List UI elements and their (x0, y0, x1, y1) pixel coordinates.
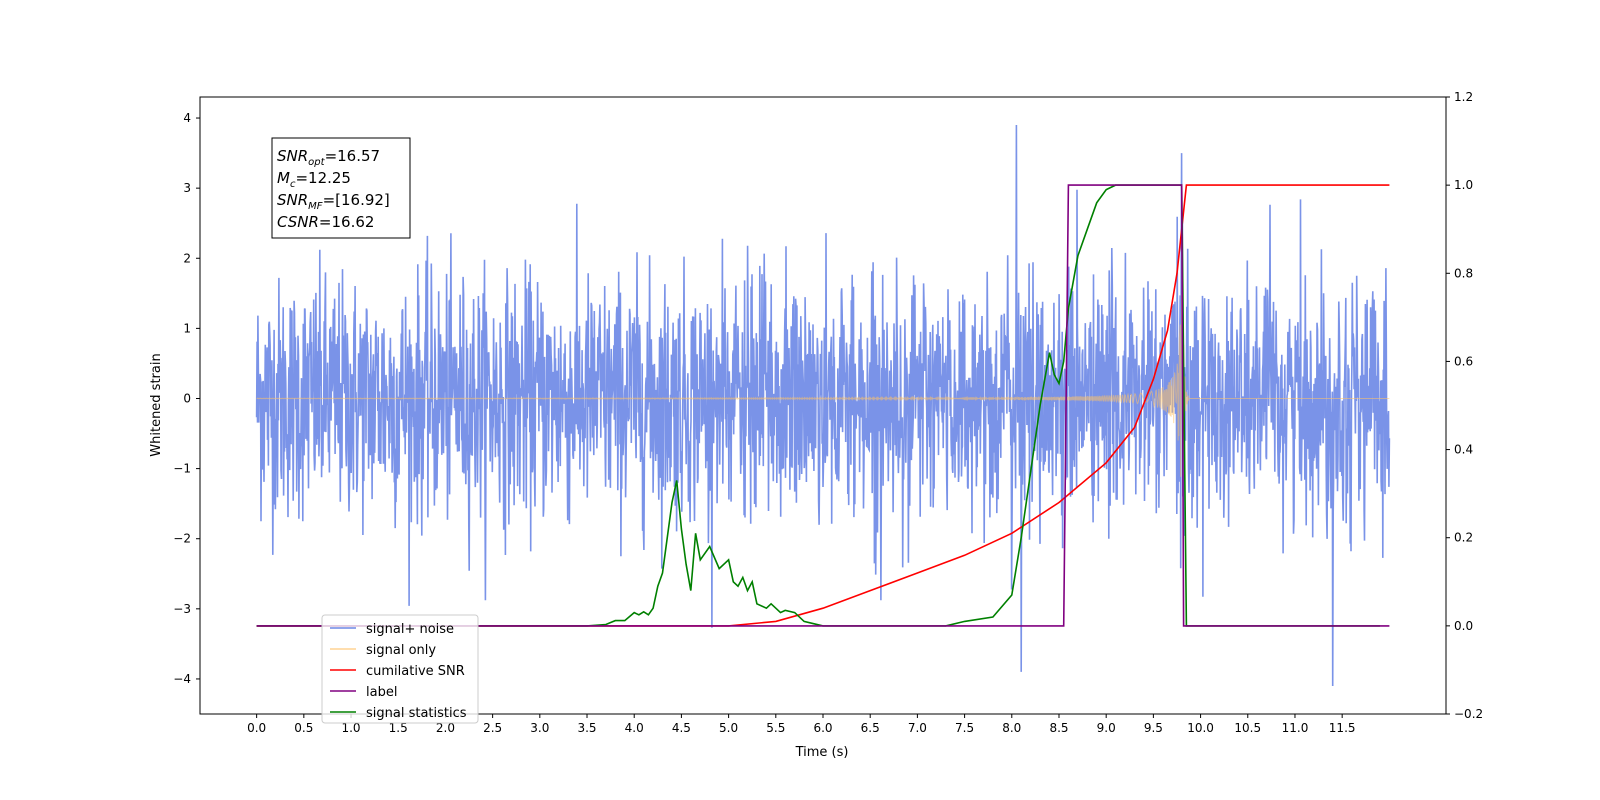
left-y-axis: −4 −3 −2 −1 0 1 2 3 4 (173, 111, 200, 686)
y2-tick-label: 0.4 (1454, 443, 1473, 457)
x-tick-label: 11.5 (1329, 721, 1356, 735)
y-tick-label: −2 (173, 532, 191, 546)
x-tick-label: 6.0 (813, 721, 832, 735)
y-tick-label: 1 (183, 321, 191, 335)
annotation-line: SNRopt=16.57 (277, 147, 380, 168)
x-axis-label: Time (s) (795, 745, 849, 760)
y2-tick-label: 1.2 (1454, 90, 1473, 104)
x-tick-label: 5.0 (719, 721, 738, 735)
y2-tick-label: −0.2 (1454, 707, 1483, 721)
y2-tick-label: 0.6 (1454, 354, 1473, 368)
x-tick-label: 9.5 (1144, 721, 1163, 735)
x-tick-label: 0.5 (294, 721, 313, 735)
y-tick-label: 2 (183, 251, 191, 265)
x-tick-label: 11.0 (1282, 721, 1309, 735)
x-tick-label: 6.5 (861, 721, 880, 735)
y2-tick-label: 1.0 (1454, 178, 1473, 192)
x-tick-label: 10.5 (1234, 721, 1261, 735)
x-tick-label: 4.5 (672, 721, 691, 735)
legend-entry: signal statistics (366, 706, 467, 721)
x-tick-label: 1.5 (389, 721, 408, 735)
x-tick-label: 8.0 (1002, 721, 1021, 735)
series-signal-only (256, 294, 1390, 477)
y-tick-label: 4 (183, 111, 191, 125)
x-tick-label: 0.0 (247, 721, 266, 735)
series-label (256, 184, 1390, 627)
annotation-box: SNRopt=16.57Mc=12.25SNRMF=[16.92]CSNR=16… (271, 137, 411, 239)
legend-entry: signal only (366, 643, 436, 658)
legend-entry: cumilative SNR (366, 664, 465, 679)
x-axis: 0.0 0.5 1.0 1.5 2.0 2.5 3.0 3.5 4.0 4.5 5.0 5.5 6.0 6… (247, 714, 1356, 735)
y-tick-label: 0 (183, 391, 191, 405)
y2-tick-label: 0.0 (1454, 619, 1473, 633)
y-tick-label: −3 (173, 602, 191, 616)
x-tick-label: 10.0 (1187, 721, 1214, 735)
y-tick-label: −1 (173, 462, 191, 476)
x-tick-label: 3.5 (577, 721, 596, 735)
x-tick-label: 7.5 (955, 721, 974, 735)
x-tick-label: 9.0 (1097, 721, 1116, 735)
x-tick-label: 7.0 (908, 721, 927, 735)
annotation-line: SNRMF=[16.92] (277, 191, 390, 212)
y-axis-label: Whitened strain (149, 353, 164, 456)
x-tick-label: 1.0 (341, 721, 360, 735)
x-tick-label: 8.5 (1049, 721, 1068, 735)
x-tick-label: 3.0 (530, 721, 549, 735)
y-tick-label: −4 (173, 672, 191, 686)
annotation-line: CSNR=16.62 (277, 213, 374, 231)
series-layer (255, 124, 1391, 687)
legend-entry: signal+ noise (366, 622, 454, 637)
x-tick-label: 2.5 (483, 721, 502, 735)
y2-tick-label: 0.8 (1454, 266, 1473, 280)
legend-entry: label (366, 685, 397, 700)
x-tick-label: 2.0 (436, 721, 455, 735)
x-tick-label: 5.5 (766, 721, 785, 735)
y-tick-label: 3 (183, 181, 191, 195)
y2-tick-label: 0.2 (1454, 531, 1473, 545)
right-y-axis: −0.2 0.0 0.2 0.4 0.6 0.8 1.0 1.2 (1446, 90, 1483, 721)
series-cumulative-snr (256, 184, 1390, 627)
legend: signal+ noise signal only cumilative SNR la… (321, 614, 479, 724)
series-signal-noise (255, 124, 1391, 687)
annotation-line: Mc=12.25 (277, 169, 351, 190)
x-tick-label: 4.0 (625, 721, 644, 735)
